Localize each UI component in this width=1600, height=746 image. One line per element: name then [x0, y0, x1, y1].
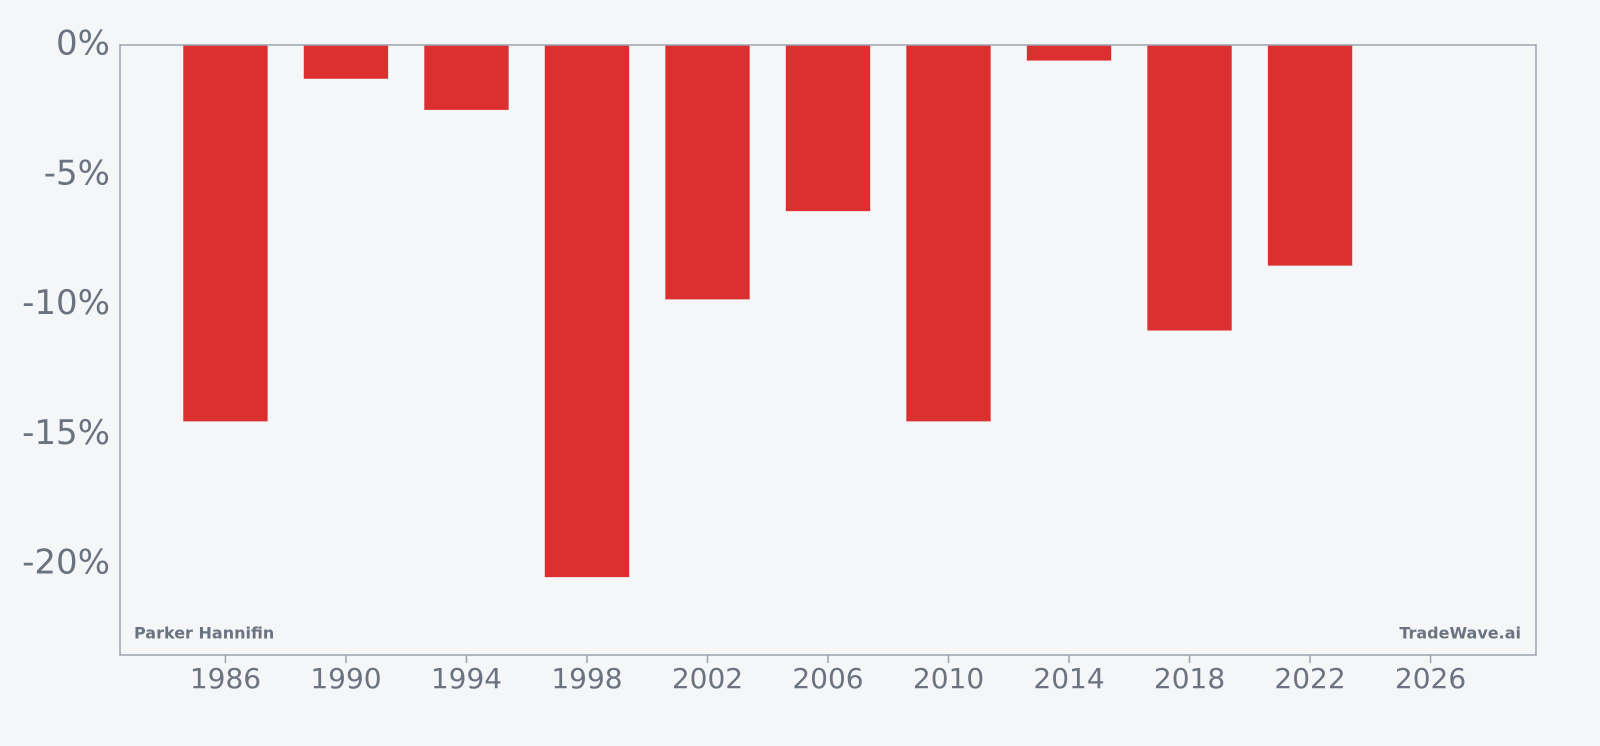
bar	[303, 45, 389, 79]
bar	[1147, 45, 1232, 331]
bar	[183, 45, 268, 422]
x-tick-label: 1986	[190, 662, 261, 695]
x-tick-label: 2022	[1274, 662, 1345, 695]
y-tick-label: -20%	[22, 543, 110, 583]
x-tick-label: 1990	[310, 662, 381, 695]
x-tick-label: 2026	[1395, 662, 1466, 695]
y-tick-label: -15%	[22, 413, 110, 453]
bar	[665, 45, 750, 300]
annotation: Parker Hannifin	[134, 624, 274, 643]
y-tick-label: -10%	[22, 283, 110, 323]
bar	[424, 45, 509, 110]
bar	[544, 45, 630, 578]
plot-frame	[119, 44, 1537, 656]
bar	[785, 45, 871, 212]
bar	[1267, 45, 1353, 266]
x-tick-label: 2018	[1154, 662, 1225, 695]
x-tick-label: 2002	[672, 662, 743, 695]
x-tick-label: 1998	[551, 662, 622, 695]
annotation: TradeWave.ai	[1399, 624, 1521, 643]
x-tick-label: 1994	[431, 662, 502, 695]
y-tick-label: 0%	[56, 24, 110, 64]
bar	[1026, 45, 1112, 61]
y-tick-label: -5%	[44, 153, 110, 193]
bar	[906, 45, 991, 422]
x-tick-label: 2014	[1033, 662, 1104, 695]
x-tick-label: 2006	[792, 662, 863, 695]
x-tick-label: 2010	[913, 662, 984, 695]
